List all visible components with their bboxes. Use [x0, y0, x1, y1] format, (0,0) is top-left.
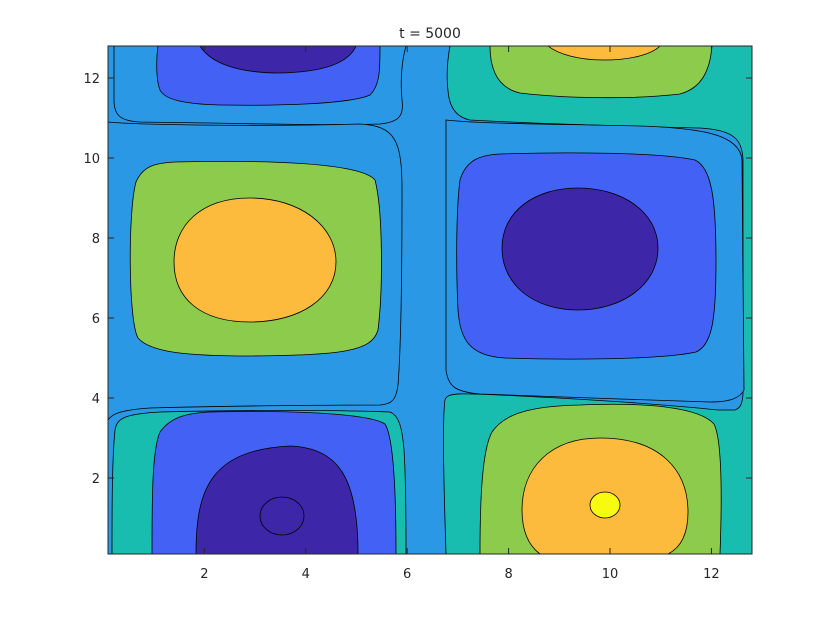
contour-region-level-5: [173, 197, 337, 323]
x-tick-label: 6: [403, 567, 411, 582]
x-tick-label: 10: [602, 567, 619, 582]
contour-fill-layer: [108, 46, 752, 554]
y-axis: 2 4 6 8 10 12: [83, 72, 752, 487]
contour-region-level-5: [547, 46, 661, 61]
y-tick-label: 12: [83, 72, 100, 87]
contour-region-level-0: [501, 187, 659, 311]
x-tick-label: 12: [703, 567, 720, 582]
contour-region-level-4-green: [489, 46, 713, 99]
contour-region-level-6: [589, 491, 621, 519]
chart-title: t = 5000: [399, 26, 461, 42]
x-tick-label: 2: [200, 567, 208, 582]
contour-region-level-0: [199, 46, 357, 74]
x-tick-label: 4: [302, 567, 310, 582]
y-tick-label: 6: [92, 312, 100, 327]
x-tick-label: 8: [504, 567, 512, 582]
y-tick-label: 10: [83, 152, 100, 167]
x-axis: 2 4 6 8 10 12: [200, 46, 720, 582]
plot-area-frame: [107, 45, 753, 555]
y-tick-label: 4: [92, 392, 100, 407]
contour-region-level-0-inner: [259, 496, 305, 536]
y-tick-label: 2: [92, 472, 100, 487]
y-tick-label: 8: [92, 232, 100, 247]
